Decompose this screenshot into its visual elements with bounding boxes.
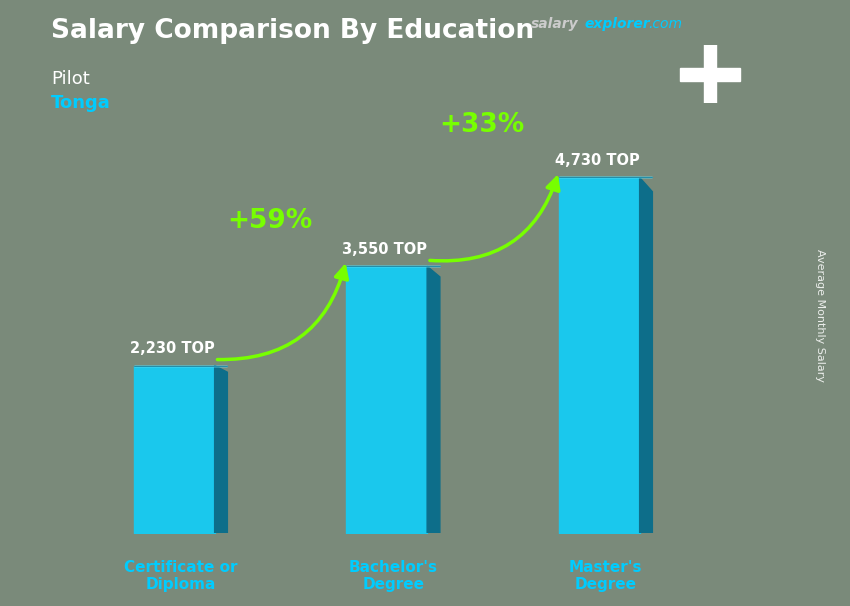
Text: 4,730 TOP: 4,730 TOP [554, 153, 639, 168]
Text: Salary Comparison By Education: Salary Comparison By Education [51, 18, 534, 44]
Text: Master's
Degree: Master's Degree [569, 559, 643, 592]
Text: +33%: +33% [439, 112, 525, 138]
Polygon shape [639, 178, 653, 533]
Text: salary: salary [531, 17, 579, 31]
Bar [680, 67, 740, 81]
Text: Pilot: Pilot [51, 70, 90, 88]
Text: .com: .com [649, 17, 683, 31]
Text: 2,230 TOP: 2,230 TOP [129, 342, 214, 356]
Text: +59%: +59% [227, 208, 313, 234]
Text: Tonga: Tonga [51, 94, 110, 112]
Text: explorer: explorer [585, 17, 650, 31]
Bar [704, 41, 716, 108]
Text: 3,550 TOP: 3,550 TOP [342, 242, 427, 257]
Text: Certificate or
Diploma: Certificate or Diploma [124, 559, 237, 592]
Polygon shape [214, 365, 227, 533]
Text: Bachelor's
Degree: Bachelor's Degree [348, 559, 438, 592]
Polygon shape [427, 266, 440, 533]
Text: Average Monthly Salary: Average Monthly Salary [815, 248, 825, 382]
